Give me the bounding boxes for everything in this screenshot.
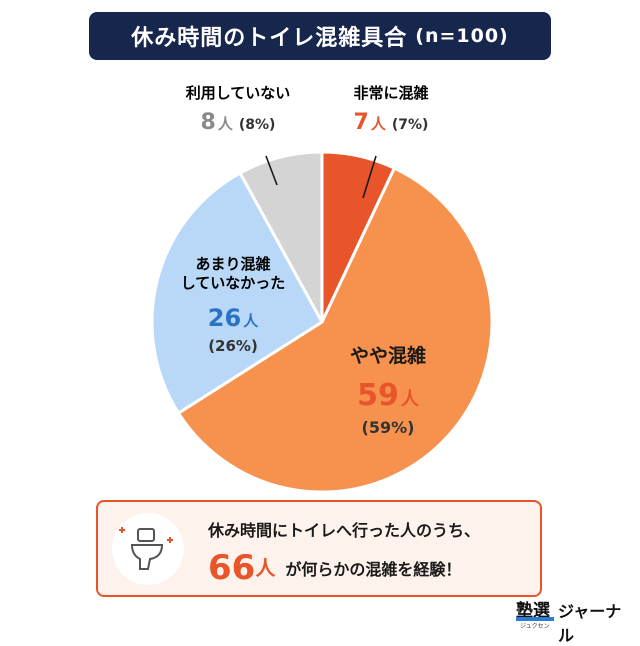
slice-category: 非常に混雑	[353, 84, 429, 102]
logo-mark: 塾選	[516, 601, 550, 621]
logo-name: ジャーナル	[558, 602, 622, 645]
slice-unit: 人	[217, 114, 233, 133]
slice-unit: 人	[243, 311, 259, 330]
slice-unit: 人	[400, 388, 419, 410]
callout-big-number: 66	[208, 548, 256, 588]
slice-label-somewhat-crowded: やや混雑 59 人 (59%)	[328, 345, 448, 438]
callout-line1: 休み時間にトイレへ行った人のうち、	[208, 521, 481, 540]
slice-category-line2: していなかった	[180, 273, 286, 292]
slice-label-not-very-crowded: あまり混雑 していなかった 26 人 (26%)	[158, 255, 308, 356]
pie-slice-somewhat-crowded	[176, 166, 494, 494]
slice-percent: (26%)	[208, 337, 258, 355]
summary-callout: 休み時間にトイレへ行った人のうち、 66人 が何らかの混雑を経験！	[96, 500, 542, 597]
slice-percent: (8%)	[238, 116, 276, 133]
slice-category: 利用していない	[185, 84, 291, 102]
slice-count: 8	[200, 109, 216, 135]
chart-title-main: 休み時間のトイレ混雑具合	[131, 26, 408, 51]
slice-count: 26	[207, 303, 242, 332]
slice-category-line1: あまり混雑	[195, 255, 271, 273]
sample-size: (n=100)	[415, 25, 509, 47]
slice-category: やや混雑	[349, 345, 426, 367]
pie-slice-not-used	[238, 150, 324, 323]
logo-sub: ジュクセン	[520, 623, 550, 630]
slice-count: 59	[357, 377, 399, 413]
brand-logo: 塾選 ジュクセン ジャーナル	[516, 596, 626, 645]
slice-label-very-crowded: 非常に混雑 7 人 (7%)	[336, 84, 446, 136]
slice-label-not-used: 利用していない 8 人 (8%)	[168, 84, 308, 136]
leader-line-not-used	[265, 155, 278, 186]
slice-count: 7	[353, 109, 369, 135]
callout-big-unit: 人	[255, 556, 276, 580]
leader-line-very-crowded	[362, 155, 377, 199]
chart-title: 休み時間のトイレ混雑具合 (n=100)	[89, 12, 551, 60]
slice-unit: 人	[370, 114, 386, 133]
toilet-icon	[112, 513, 184, 585]
callout-line2-rest: が何らかの混雑を経験！	[285, 560, 462, 579]
pie-slice-not-very-crowded	[150, 170, 324, 416]
slice-percent: (59%)	[361, 418, 415, 438]
slice-percent: (7%)	[391, 116, 429, 133]
